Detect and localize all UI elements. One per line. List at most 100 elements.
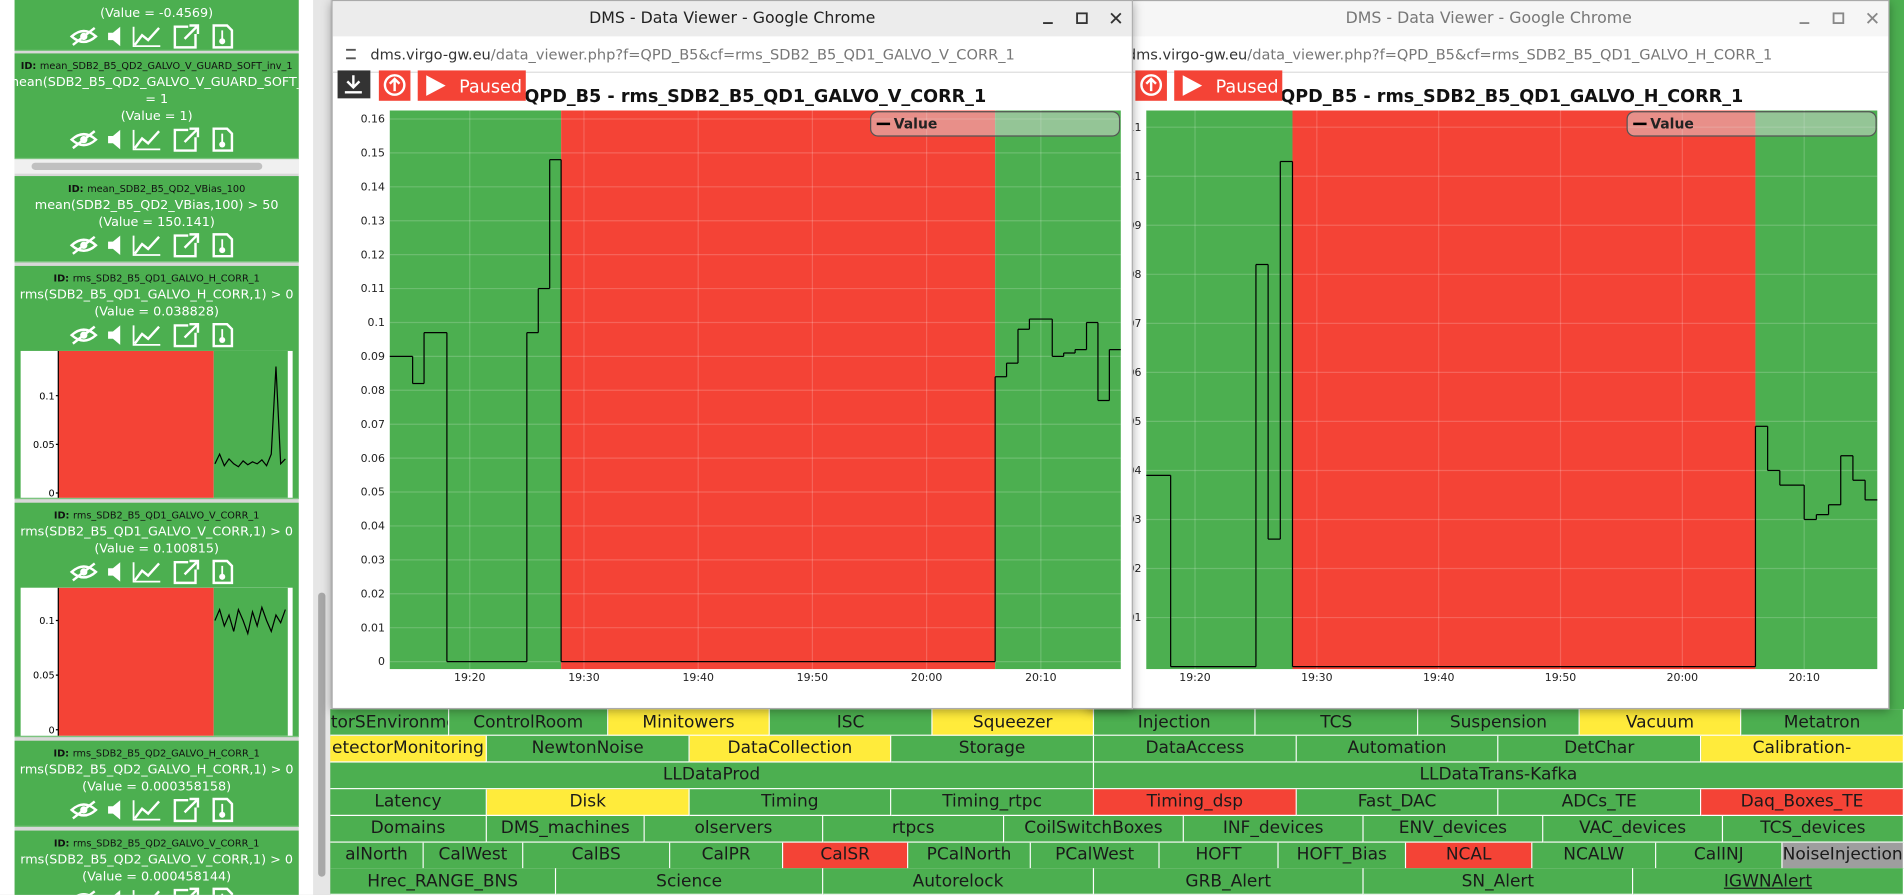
status-cell[interactable]: CalSR bbox=[783, 842, 909, 869]
upload-button[interactable] bbox=[1135, 70, 1167, 101]
status-cell[interactable]: Automation bbox=[1296, 735, 1499, 763]
doc-icon[interactable] bbox=[212, 24, 234, 49]
status-cell[interactable]: CalBS bbox=[523, 842, 671, 869]
mute-icon[interactable] bbox=[108, 800, 121, 820]
open-icon[interactable] bbox=[173, 559, 200, 585]
status-cell[interactable]: ctorSEnvironme bbox=[330, 709, 450, 736]
status-cell[interactable]: Latency bbox=[330, 788, 487, 816]
plot-icon[interactable] bbox=[132, 800, 161, 821]
status-cell[interactable]: INF_devices bbox=[1183, 815, 1364, 843]
mute-icon[interactable] bbox=[108, 325, 121, 345]
status-cell[interactable]: LLDataTrans-Kafka bbox=[1094, 762, 1904, 790]
doc-icon[interactable] bbox=[212, 323, 234, 348]
status-cell[interactable]: Squeezer bbox=[932, 709, 1095, 736]
hide-icon[interactable] bbox=[69, 235, 98, 255]
status-cell[interactable]: TCS_devices bbox=[1723, 815, 1904, 843]
status-cell[interactable]: PCalNorth bbox=[908, 842, 1031, 869]
status-cell[interactable]: ISC bbox=[769, 709, 933, 736]
status-cell[interactable]: ControlRoom bbox=[449, 709, 609, 736]
status-cell[interactable]: HOFT bbox=[1159, 842, 1279, 869]
download-button[interactable] bbox=[337, 70, 371, 99]
upload-button[interactable] bbox=[378, 70, 411, 101]
plot-icon[interactable] bbox=[132, 235, 161, 256]
status-cell[interactable]: Storage bbox=[891, 735, 1095, 763]
status-cell[interactable]: ADCs_TE bbox=[1498, 788, 1702, 816]
hide-icon[interactable] bbox=[69, 325, 98, 345]
status-cell[interactable]: TCS bbox=[1255, 709, 1419, 736]
status-cell[interactable]: Timing bbox=[689, 788, 892, 816]
plot-icon[interactable] bbox=[132, 325, 161, 346]
hide-icon[interactable] bbox=[72, 890, 96, 895]
doc-icon[interactable] bbox=[212, 887, 234, 895]
vertical-scrollbar[interactable] bbox=[313, 0, 331, 895]
status-cell[interactable]: HOFT_Bias bbox=[1278, 842, 1407, 869]
status-cell[interactable]: PCalWest bbox=[1030, 842, 1160, 869]
status-cell[interactable]: Timing_rtpc bbox=[891, 788, 1095, 816]
pause-button[interactable]: Paused bbox=[417, 70, 526, 101]
status-cell[interactable]: CalPR bbox=[670, 842, 784, 869]
status-cell[interactable]: VAC_devices bbox=[1543, 815, 1724, 843]
pause-button[interactable]: Paused bbox=[1174, 70, 1283, 101]
scroll-thumb[interactable] bbox=[318, 592, 326, 877]
maximize-button[interactable] bbox=[1832, 12, 1845, 24]
doc-icon[interactable] bbox=[212, 127, 234, 152]
status-cell[interactable]: Suspension bbox=[1418, 709, 1580, 736]
status-cell[interactable]: Calibration- bbox=[1701, 735, 1904, 763]
status-cell[interactable]: SN_Alert bbox=[1363, 868, 1634, 895]
hide-icon[interactable] bbox=[69, 800, 98, 820]
status-cell[interactable]: Disk bbox=[486, 788, 690, 816]
status-cell[interactable]: LLDataProd bbox=[330, 762, 1095, 790]
close-button[interactable] bbox=[1866, 12, 1878, 24]
status-cell[interactable]: Hrec_RANGE_BNS bbox=[330, 868, 557, 895]
status-cell[interactable]: DetChar bbox=[1498, 735, 1702, 763]
status-cell[interactable]: DataAccess bbox=[1094, 735, 1297, 763]
hide-icon[interactable] bbox=[69, 26, 98, 46]
status-cell[interactable]: NCALW bbox=[1532, 842, 1657, 869]
mute-icon[interactable] bbox=[108, 26, 121, 47]
doc-icon[interactable] bbox=[212, 797, 234, 823]
status-cell[interactable]: DataCollection bbox=[689, 735, 892, 763]
doc-icon[interactable] bbox=[212, 559, 234, 585]
status-cell[interactable]: IGWNAlert bbox=[1633, 868, 1904, 895]
status-cell[interactable]: Daq_Boxes_TE bbox=[1701, 788, 1904, 816]
plot-icon[interactable] bbox=[132, 26, 161, 48]
status-cell[interactable]: alNorth bbox=[330, 842, 424, 869]
status-cell[interactable]: Timing_dsp bbox=[1094, 788, 1297, 816]
status-cell[interactable]: rtpcs bbox=[823, 815, 1005, 843]
status-cell[interactable]: Domains bbox=[330, 815, 487, 843]
status-cell[interactable]: NCAL bbox=[1406, 842, 1533, 869]
open-icon[interactable] bbox=[173, 323, 200, 348]
status-cell[interactable]: NoiseInjection bbox=[1782, 842, 1904, 869]
status-cell[interactable]: NewtonNoise bbox=[486, 735, 690, 763]
plot-icon[interactable] bbox=[132, 562, 161, 583]
status-cell[interactable]: Minitowers bbox=[608, 709, 770, 736]
status-cell[interactable]: Autorelock bbox=[823, 868, 1095, 895]
maximize-button[interactable] bbox=[1076, 12, 1088, 24]
close-button[interactable] bbox=[1110, 12, 1122, 24]
status-cell[interactable]: Metatron bbox=[1741, 709, 1904, 736]
status-cell[interactable]: olservers bbox=[644, 815, 824, 843]
status-cell[interactable]: Injection bbox=[1094, 709, 1256, 736]
plot-icon[interactable] bbox=[132, 129, 161, 151]
status-cell[interactable]: Fast_DAC bbox=[1296, 788, 1499, 816]
status-cell[interactable]: DMS_machines bbox=[486, 815, 645, 843]
mute-icon[interactable] bbox=[108, 562, 121, 582]
status-cell[interactable]: CoilSwitchBoxes bbox=[1004, 815, 1184, 843]
status-cell[interactable]: Vacuum bbox=[1579, 709, 1742, 736]
status-cell[interactable]: etectorMonitoring bbox=[330, 735, 487, 763]
open-icon[interactable] bbox=[173, 24, 200, 49]
status-cell[interactable]: ENV_devices bbox=[1363, 815, 1544, 843]
status-cell[interactable]: CalWest bbox=[423, 842, 524, 869]
horizontal-scrollbar[interactable] bbox=[14, 159, 299, 174]
open-icon[interactable] bbox=[173, 127, 200, 152]
status-cell[interactable]: CalINJ bbox=[1656, 842, 1783, 869]
status-cell[interactable]: GRB_Alert bbox=[1094, 868, 1364, 895]
open-icon[interactable] bbox=[173, 233, 200, 258]
hide-icon[interactable] bbox=[69, 130, 98, 150]
status-cell[interactable]: Science bbox=[556, 868, 824, 895]
mute-icon[interactable] bbox=[108, 129, 121, 150]
scroll-thumb[interactable] bbox=[31, 162, 263, 171]
open-icon[interactable] bbox=[173, 797, 200, 823]
doc-icon[interactable] bbox=[212, 233, 234, 258]
mute-icon[interactable] bbox=[108, 235, 121, 256]
